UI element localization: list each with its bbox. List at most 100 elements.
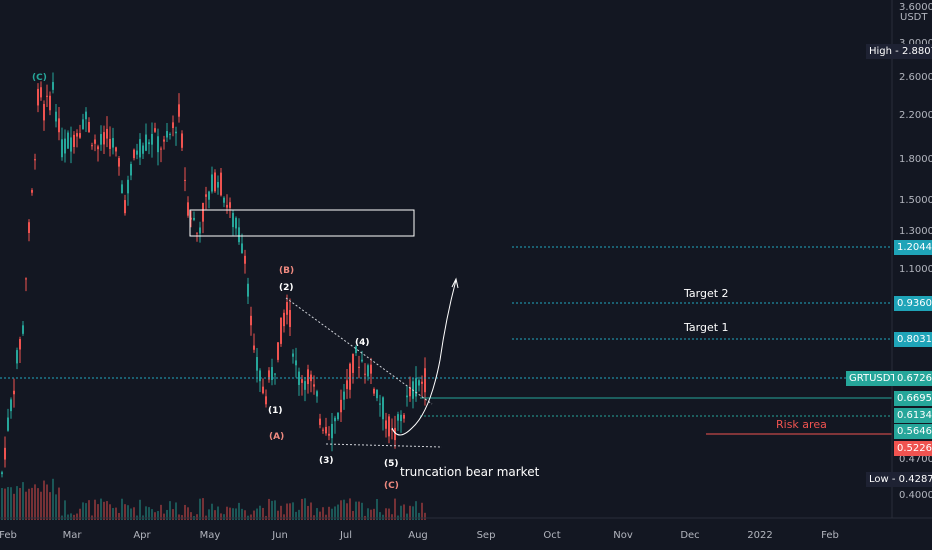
candle-body (379, 403, 381, 405)
volume-bar (415, 501, 417, 520)
volume-bar (214, 510, 216, 520)
candle-body (166, 131, 168, 138)
candle-body (397, 414, 399, 421)
candle-body (367, 365, 369, 377)
volume-bar (82, 502, 84, 520)
volume-bar (43, 480, 45, 520)
candle-body (424, 368, 426, 393)
candle-body (4, 447, 6, 460)
price-tag-value: 0.8031 (897, 334, 932, 345)
volume-bar (292, 502, 294, 520)
candle-body (76, 133, 78, 137)
volume-bar (28, 488, 30, 520)
candle-body (85, 111, 87, 120)
volume-bar (241, 508, 243, 520)
price-tag-0.5226: 0.5226 (894, 441, 932, 456)
candle-body (421, 381, 423, 384)
demand-zone-box[interactable] (189, 209, 415, 237)
candle-body (10, 399, 12, 412)
support-line[interactable] (325, 443, 443, 448)
candle-body (346, 380, 348, 389)
volume-bar (238, 502, 240, 520)
volume-bar (208, 509, 210, 520)
volume-bar (139, 499, 141, 520)
volume-bar (361, 502, 363, 520)
volume-bars (1, 478, 426, 520)
volume-bar (307, 505, 309, 520)
candle-body (154, 128, 156, 132)
volume-bar (316, 508, 318, 520)
volume-bar (184, 504, 186, 520)
candle-body (97, 146, 99, 150)
wave-label-1: (1) (268, 406, 283, 416)
time-axis-tick: 2022 (747, 530, 772, 541)
projection-curve[interactable] (391, 279, 457, 436)
time-axis-tick: Dec (680, 530, 699, 541)
candle-body (361, 359, 363, 362)
symbol-tag-label: GRTUSDT (849, 373, 897, 384)
candle-body (88, 122, 90, 132)
candle-body (148, 142, 150, 145)
volume-bar (319, 511, 321, 520)
volume-bar (328, 506, 330, 520)
wave-label-5: (5) (384, 459, 399, 469)
candle-body (358, 366, 360, 368)
candle-body (400, 414, 402, 422)
candle-body (259, 370, 261, 382)
candle-body (190, 217, 192, 220)
volume-bar (229, 507, 231, 520)
candle-body (91, 145, 93, 147)
risk-area-label: Risk area (776, 418, 827, 431)
volume-bar (331, 508, 333, 520)
candle-body (238, 227, 240, 243)
volume-bar (175, 502, 177, 520)
candle-body (73, 134, 75, 147)
volume-bar (94, 499, 96, 520)
candle-body (70, 137, 72, 152)
volume-bar (124, 504, 126, 520)
volume-bar (379, 512, 381, 520)
volume-bar (376, 498, 378, 520)
volume-bar (37, 488, 39, 520)
volume-bar (112, 508, 114, 520)
candle-body (205, 194, 207, 197)
candle-body (322, 429, 324, 431)
candle-body (37, 88, 39, 106)
candle-body (373, 388, 375, 394)
candle-body (127, 179, 129, 194)
volume-bar (169, 501, 171, 520)
candle-body (151, 133, 153, 145)
volume-bar (250, 514, 252, 520)
candle-body (22, 325, 24, 334)
candle-body (349, 363, 351, 390)
volume-bar (253, 510, 255, 520)
candle-body (343, 391, 345, 400)
candle-body (418, 380, 420, 386)
volume-bar (130, 508, 132, 520)
candle-body (364, 373, 366, 375)
volume-bar (7, 487, 9, 520)
volume-bar (118, 512, 120, 520)
candle-body (232, 212, 234, 228)
candle-body (220, 172, 222, 196)
candle-body (40, 87, 42, 98)
price-axis-tick: 2.6000 (899, 72, 932, 83)
volume-bar (67, 514, 69, 520)
time-axis-tick: Feb (821, 530, 839, 541)
candle-body (241, 243, 243, 254)
volume-bar (88, 500, 90, 520)
volume-bar (55, 494, 57, 520)
price-axis-tick: 1.5000 (899, 195, 932, 206)
currency-label: USDT (900, 12, 928, 23)
volume-bar (106, 501, 108, 520)
volume-bar (187, 507, 189, 520)
time-axis-tick: Jun (271, 530, 288, 541)
candle-body (94, 139, 96, 144)
volume-bar (409, 505, 411, 520)
candle-body (277, 342, 279, 360)
time-axis[interactable]: Feb Mar Apr May Jun Jul Aug Sep Oct Nov Dec 2022 Feb (0, 530, 839, 541)
volume-bar (370, 509, 372, 520)
candle-body (112, 138, 114, 148)
wave-label-2: (2) (279, 283, 294, 293)
